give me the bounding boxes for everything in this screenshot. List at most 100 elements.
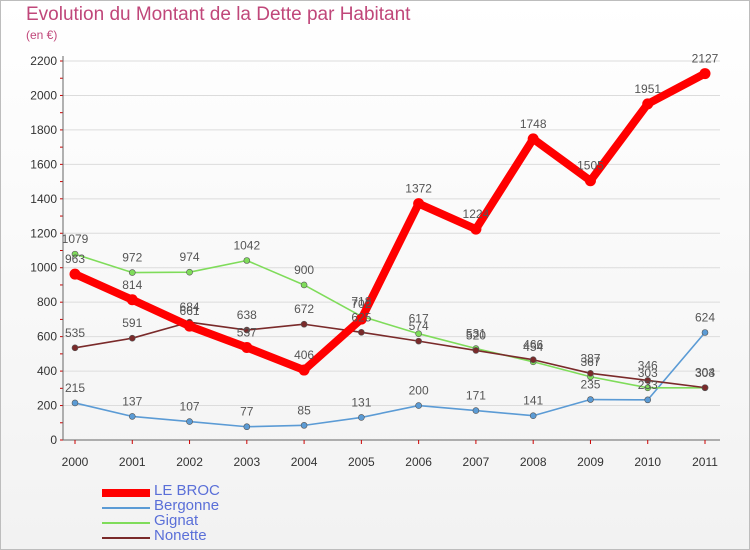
data-point xyxy=(584,175,596,187)
y-tick-label: 1600 xyxy=(30,157,57,171)
data-point xyxy=(527,133,539,145)
data-label: 520 xyxy=(466,328,486,342)
data-label: 200 xyxy=(409,384,429,398)
data-label: 624 xyxy=(695,311,715,325)
data-label: 702 xyxy=(351,297,371,311)
data-label: 454 xyxy=(523,340,543,354)
data-label: 303 xyxy=(695,366,715,380)
legend-swatch xyxy=(102,522,150,524)
series-line-gignat xyxy=(74,253,706,389)
data-point xyxy=(415,337,422,345)
data-point xyxy=(186,268,193,276)
data-point xyxy=(472,407,480,414)
data-label: 661 xyxy=(180,304,200,318)
data-point xyxy=(298,364,310,376)
data-label: 107 xyxy=(180,400,200,414)
data-label: 1372 xyxy=(405,182,432,196)
x-tick-label: 2009 xyxy=(577,455,604,469)
data-point xyxy=(355,313,367,325)
x-tick-label: 2011 xyxy=(692,455,718,469)
series-line-bergonne xyxy=(74,331,706,428)
y-tick-label: 2000 xyxy=(30,88,57,102)
data-point xyxy=(358,329,365,336)
y-tick-label: 600 xyxy=(37,330,57,344)
data-label: 77 xyxy=(240,405,254,419)
data-point xyxy=(699,68,711,80)
data-point xyxy=(644,384,652,392)
data-label: 591 xyxy=(122,316,142,330)
data-point xyxy=(128,269,136,276)
data-label: 574 xyxy=(409,319,429,333)
legend-label: Nonette xyxy=(154,527,207,544)
data-point xyxy=(184,320,196,332)
legend-swatch xyxy=(102,489,150,497)
y-tick-label: 2200 xyxy=(30,54,57,68)
data-label: 638 xyxy=(237,308,257,322)
data-point xyxy=(300,320,308,328)
legend-swatch xyxy=(102,537,150,539)
legend-label: Bergonne xyxy=(154,497,220,514)
data-label: 406 xyxy=(294,348,314,362)
data-label: 171 xyxy=(466,389,486,403)
data-point xyxy=(128,413,136,420)
data-label: 684 xyxy=(180,300,200,314)
data-label: 387 xyxy=(580,351,600,365)
y-tick-label: 200 xyxy=(37,399,57,413)
data-point xyxy=(644,396,652,404)
data-label: 233 xyxy=(638,378,658,392)
x-tick-label: 2006 xyxy=(405,455,432,469)
data-point xyxy=(587,396,594,403)
data-label: 1505 xyxy=(577,159,604,173)
data-point xyxy=(241,341,253,353)
data-point xyxy=(71,250,79,258)
data-point xyxy=(701,329,709,336)
data-point xyxy=(701,384,709,391)
data-point xyxy=(71,399,79,407)
chart-title: Evolution du Montant de la Dette par Hab… xyxy=(26,4,411,25)
data-point xyxy=(300,422,308,429)
data-point xyxy=(300,281,308,289)
y-tick-label: 1400 xyxy=(30,192,57,206)
data-label: 1748 xyxy=(520,117,547,131)
data-point xyxy=(243,257,251,264)
data-point xyxy=(472,347,480,354)
data-label: 814 xyxy=(122,278,142,292)
data-label: 617 xyxy=(409,312,429,326)
data-label: 535 xyxy=(65,326,85,340)
data-point xyxy=(644,377,652,384)
data-label: 1224 xyxy=(463,207,490,221)
y-tick-label: 1800 xyxy=(30,123,57,137)
data-point xyxy=(243,326,251,334)
x-tick-label: 2003 xyxy=(233,455,260,469)
data-label: 972 xyxy=(122,251,142,265)
legend-label: Gignat xyxy=(154,512,199,529)
data-label: 900 xyxy=(294,263,314,277)
data-point xyxy=(186,418,193,425)
x-tick-label: 2007 xyxy=(463,455,490,469)
data-point xyxy=(69,268,81,280)
chart-subtitle: (en €) xyxy=(26,28,58,42)
x-tick-label: 2000 xyxy=(62,455,89,469)
x-tick-label: 2004 xyxy=(291,455,318,469)
data-label: 466 xyxy=(523,338,543,352)
data-label: 672 xyxy=(294,302,314,316)
data-point xyxy=(415,402,422,409)
x-tick-label: 2005 xyxy=(348,455,375,469)
data-label: 131 xyxy=(351,395,371,409)
legend-label: LE BROC xyxy=(154,482,220,499)
data-label: 137 xyxy=(122,394,142,408)
x-tick-label: 2002 xyxy=(176,455,203,469)
x-tick-label: 2001 xyxy=(119,455,146,469)
y-tick-label: 0 xyxy=(50,433,57,447)
y-tick-label: 1000 xyxy=(30,261,57,275)
data-label: 235 xyxy=(580,378,600,392)
data-point xyxy=(470,223,482,235)
data-point xyxy=(642,98,654,110)
data-label: 718 xyxy=(351,294,371,308)
data-label: 625 xyxy=(351,310,371,324)
data-label: 974 xyxy=(180,250,200,264)
y-tick-label: 800 xyxy=(37,295,57,309)
data-label: 367 xyxy=(580,355,600,369)
